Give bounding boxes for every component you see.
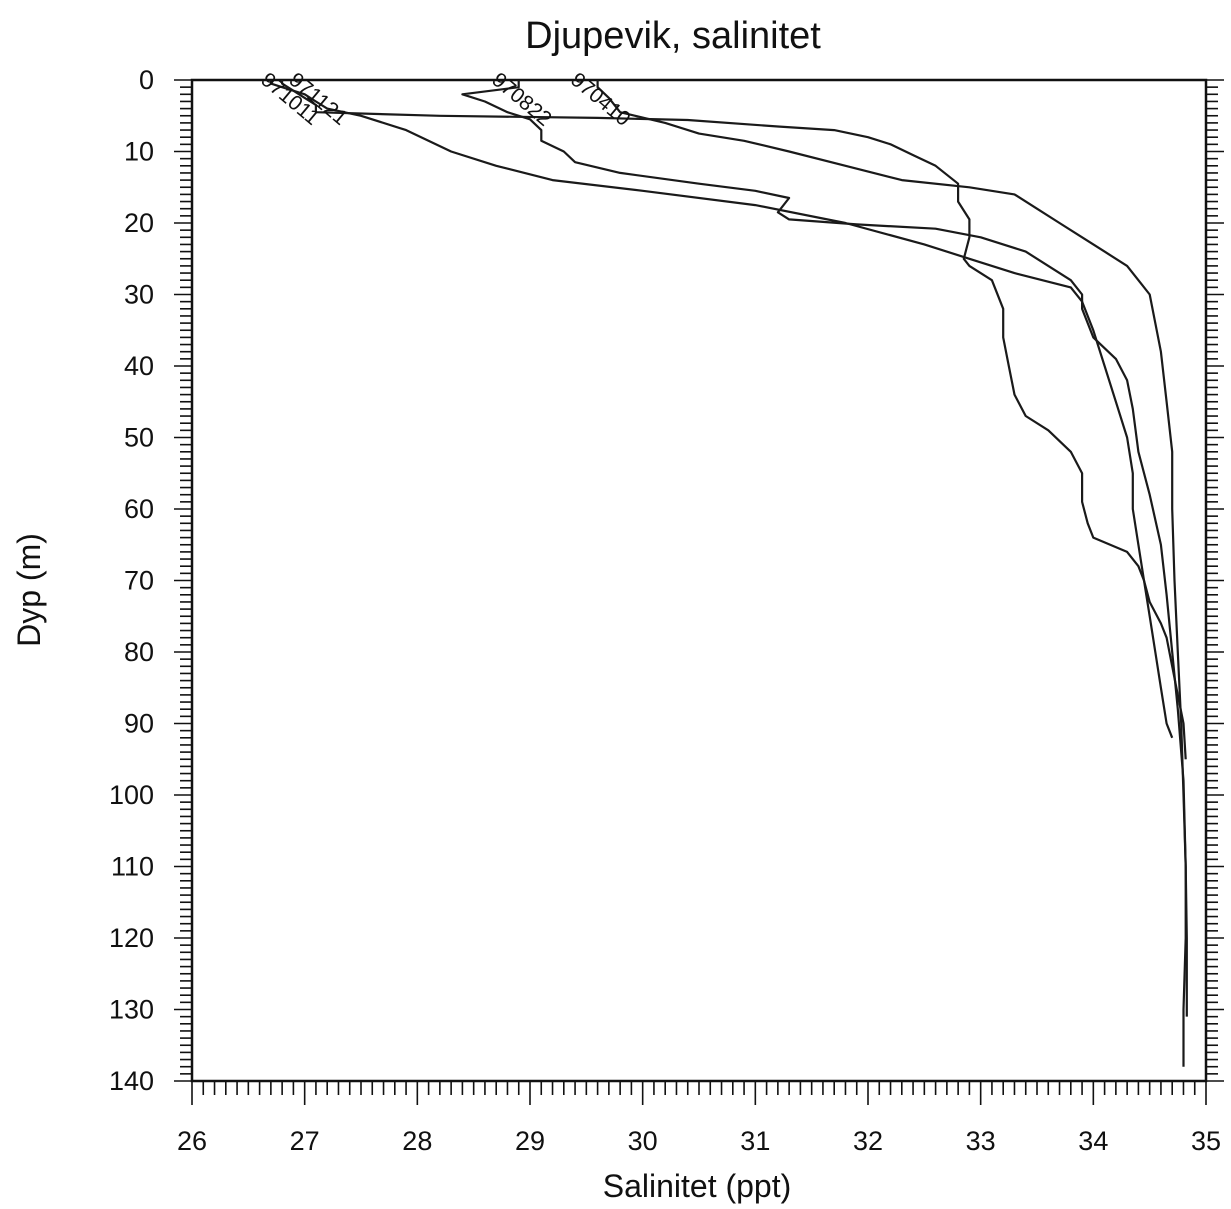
x-tick-label: 27 [290,1126,320,1156]
series-line-970410 [596,80,1187,1067]
series-label: 970410 [566,68,634,131]
y-tick-label: 40 [124,351,154,381]
y-axis-title: Dyp (m) [11,533,47,647]
y-tick-label: 0 [139,65,154,95]
x-tick-label: 30 [628,1126,658,1156]
x-tick-label: 28 [402,1126,432,1156]
x-axis-title: Salinitet (ppt) [603,1168,792,1204]
y-tick-label: 50 [124,423,154,453]
y-tick-label: 70 [124,566,154,596]
y-tick-label: 30 [124,280,154,310]
x-tick-label: 29 [515,1126,545,1156]
y-tick-label: 90 [124,709,154,739]
series-line-970822 [461,80,1188,1017]
y-tick-label: 130 [109,995,154,1025]
chart-title: Djupevik, salinitet [525,15,821,57]
plot-frame [190,78,1208,1083]
x-tick-label: 26 [177,1126,207,1156]
x-tick-label: 35 [1191,1126,1221,1156]
y-tick-label: 10 [124,137,154,167]
y-tick-label: 100 [109,780,154,810]
tick-labels: 0 10 20 30 40 50 60 70 80 90 100 110 120 130 140 26 27 28… [109,65,1221,1156]
y-tick-label: 110 [111,852,154,882]
x-tick-label: 31 [740,1126,770,1156]
series-lines [269,80,1188,1067]
series-line-971011 [269,80,1174,739]
y-tick-label: 60 [124,494,154,524]
tick-marks [174,79,1224,1105]
y-tick-label: 80 [124,637,154,667]
y-tick-label: 140 [109,1066,154,1096]
x-tick-label: 34 [1078,1126,1108,1156]
y-tick-label: 20 [124,208,154,238]
x-tick-label: 32 [853,1126,883,1156]
x-tick-label: 33 [966,1126,996,1156]
series-label: 970822 [487,68,555,131]
y-tick-label: 120 [109,923,154,953]
series-line-971121 [281,80,1187,760]
